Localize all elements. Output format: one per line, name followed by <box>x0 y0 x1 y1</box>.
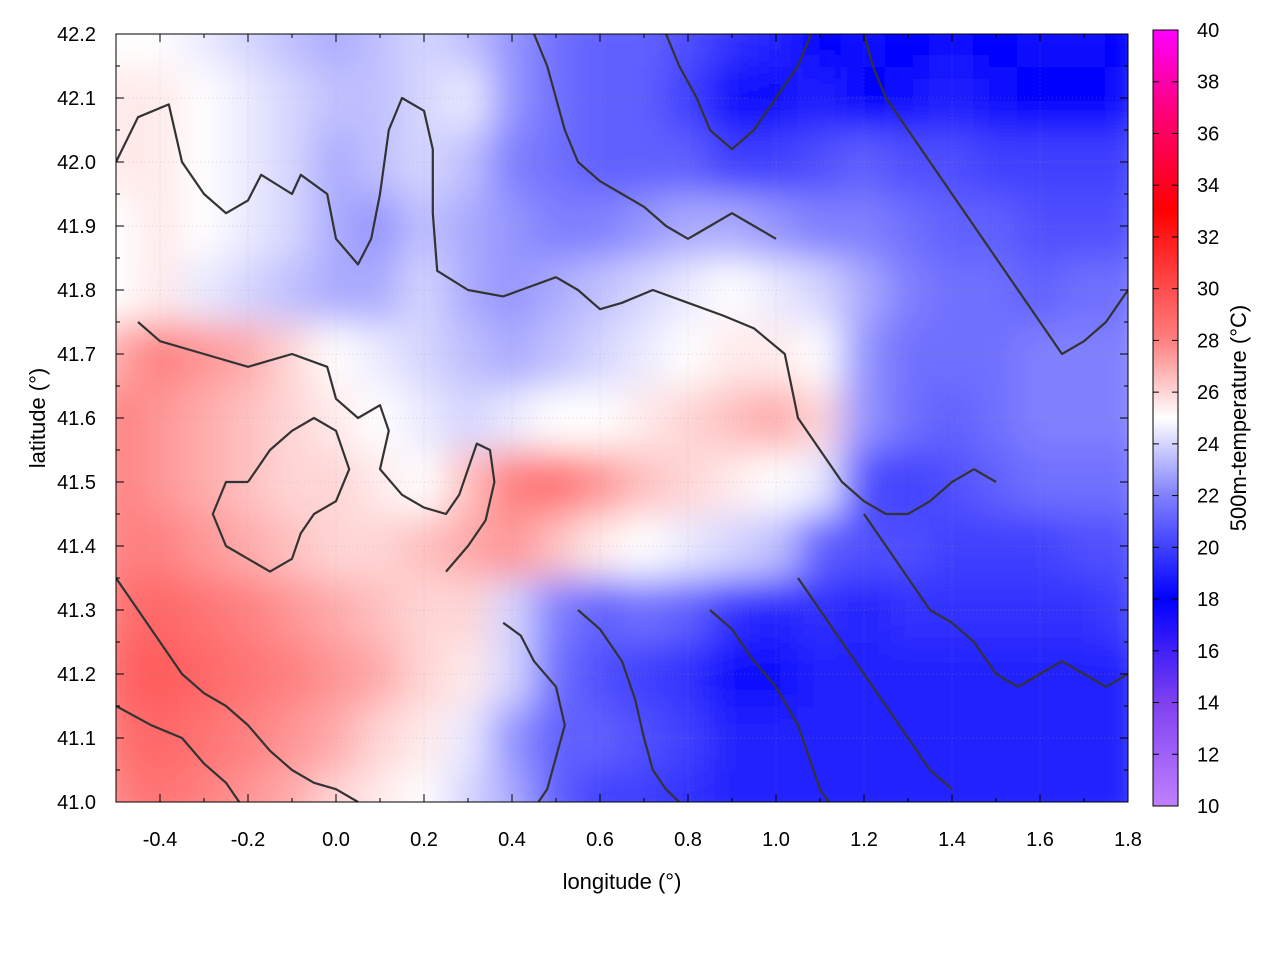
heatmap-cell <box>116 385 139 451</box>
y-tick-label: 41.7 <box>57 344 96 366</box>
heatmap-cell <box>116 577 139 643</box>
colorbar-title: 500m-temperature (°C) <box>1226 305 1251 531</box>
colorbar-ticks: 10 12 14 16 18 20 22 24 26 28 30 32 34 36 38 40 <box>1153 20 1219 818</box>
heatmap-cell <box>116 65 139 131</box>
y-tick-label: 41.8 <box>57 280 96 302</box>
x-tick-label: 0.4 <box>498 829 526 851</box>
y-axis-ticks: 41.0 41.1 41.2 41.3 41.4 41.5 41.6 41.7 41.8 41.9… <box>57 24 1128 814</box>
heatmap-cell <box>973 34 1019 67</box>
colorbar-tick-label: 26 <box>1197 382 1219 404</box>
contour-line <box>502 621 566 802</box>
colorbar-tick-label: 40 <box>1197 20 1219 42</box>
colorbar-tick-label: 18 <box>1197 589 1219 611</box>
heatmap-cell <box>116 449 139 515</box>
y-tick-label: 42.1 <box>57 88 96 110</box>
x-tick-label: 1.2 <box>850 829 878 851</box>
heatmap-cell <box>116 769 139 802</box>
heatmap-cell <box>269 34 315 67</box>
heatmap-cell <box>709 34 755 67</box>
contour-line <box>116 577 359 802</box>
colorbar-tick-label: 20 <box>1197 537 1219 559</box>
colorbar-tick-label: 12 <box>1197 744 1219 766</box>
contour-line <box>664 34 813 151</box>
x-axis-title: longitude (°) <box>563 869 682 894</box>
heatmap-cell <box>709 769 755 802</box>
x-tick-label: 0.8 <box>674 829 702 851</box>
heatmap-cell <box>357 769 403 802</box>
x-tick-label: 1.4 <box>938 829 966 851</box>
heatmap-cell <box>116 257 139 323</box>
colorbar-tick-label: 14 <box>1197 693 1219 715</box>
heatmap-cell <box>533 769 579 802</box>
y-tick-label: 41.5 <box>57 472 96 494</box>
y-tick-label: 41.0 <box>57 792 96 814</box>
heatmap-cell <box>116 513 139 579</box>
y-tick-label: 41.2 <box>57 664 96 686</box>
heatmap-cell <box>973 769 1019 802</box>
x-axis-ticks: -0.4 -0.2 0.0 0.2 0.4 0.6 0.8 1.0 1.2 1.4 1.6 1.8 <box>115 34 1142 851</box>
contour-lines <box>116 34 1128 802</box>
colorbar-tick-label: 38 <box>1197 72 1219 94</box>
heatmap-cell <box>885 34 931 67</box>
x-tick-label: 1.8 <box>1114 829 1142 851</box>
contour-line <box>116 705 241 802</box>
heatmap-cell <box>116 34 139 67</box>
contour-line <box>211 416 351 573</box>
y-tick-label: 41.6 <box>57 408 96 430</box>
contour-line <box>862 34 1128 356</box>
heatmap-cell <box>116 705 139 771</box>
y-tick-label: 41.3 <box>57 600 96 622</box>
colorbar <box>1152 29 1179 807</box>
heatmap-cell <box>357 34 403 67</box>
heatmap-cell <box>1061 769 1107 802</box>
colorbar-tick-label: 16 <box>1197 641 1219 663</box>
y-tick-label: 41.9 <box>57 216 96 238</box>
heatmap-cell <box>621 34 667 67</box>
heatmap-cell <box>621 769 667 802</box>
heatmap-cell <box>1061 34 1107 67</box>
colorbar-tick-label: 10 <box>1197 796 1219 818</box>
heatmap-cell <box>1105 34 1128 67</box>
colorbar-tick-label: 32 <box>1197 227 1219 249</box>
contour-line <box>577 609 680 802</box>
colorbar-tick-label: 30 <box>1197 279 1219 301</box>
grid-lines <box>116 34 1128 802</box>
colorbar-tick-label: 34 <box>1197 175 1219 197</box>
heatmap-cell <box>181 769 227 802</box>
colorbar-tick-label: 36 <box>1197 123 1219 145</box>
x-tick-label: -0.4 <box>143 829 177 851</box>
x-tick-label: -0.2 <box>231 829 265 851</box>
x-tick-label: 1.0 <box>762 829 790 851</box>
heatmap-cell <box>885 769 931 802</box>
contour-line <box>709 609 830 802</box>
x-tick-label: 1.6 <box>1026 829 1054 851</box>
contour-line <box>863 513 1128 688</box>
heatmap-cell <box>445 34 491 67</box>
contour-line <box>116 96 997 516</box>
heatmap-cell <box>269 769 315 802</box>
heatmap-cell <box>116 641 139 707</box>
y-tick-label: 42.2 <box>57 24 96 46</box>
y-tick-label: 41.4 <box>57 536 96 558</box>
heatmap-cell <box>116 129 139 195</box>
colorbar-tick-label: 28 <box>1197 330 1219 352</box>
colorbar-tick-label: 22 <box>1197 486 1219 508</box>
x-tick-label: 0.0 <box>322 829 350 851</box>
y-tick-label: 41.1 <box>57 728 96 750</box>
heatmap-cell <box>181 34 227 67</box>
x-tick-label: 0.6 <box>586 829 614 851</box>
y-axis-title: latitude (°) <box>25 368 50 469</box>
contour-line <box>797 577 953 791</box>
heatmap-cell <box>797 769 843 802</box>
heatmap-cell <box>116 321 139 387</box>
y-tick-label: 42.0 <box>57 152 96 174</box>
contour-line <box>532 34 777 240</box>
x-tick-label: 0.2 <box>410 829 438 851</box>
contour-line <box>137 321 496 573</box>
heatmap-cell <box>445 769 491 802</box>
heatmap-cell <box>1105 769 1128 802</box>
heatmap-cell <box>116 193 139 259</box>
colorbar-tick-label: 24 <box>1197 434 1219 456</box>
